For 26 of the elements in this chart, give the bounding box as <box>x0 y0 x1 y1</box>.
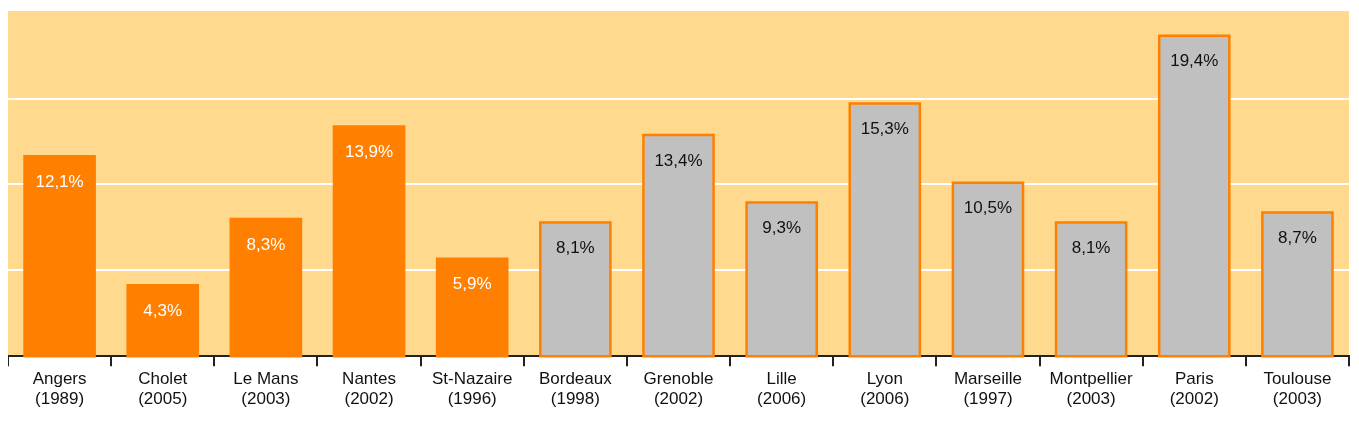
x-tick-label: Montpellier (2003) <box>1049 369 1134 409</box>
x-tick-label: Lyon (2006) <box>860 369 910 409</box>
x-tick-label: Toulouse (2003) <box>1263 369 1332 409</box>
x-tick-label: Lille (2006) <box>757 369 807 409</box>
x-tick-label: Grenoble (2002) <box>643 369 714 409</box>
data-label: 10,5% <box>963 198 1013 218</box>
data-label: 19,4% <box>1170 51 1219 71</box>
data-label: 9,3% <box>762 218 802 238</box>
data-label: 8,1% <box>1071 238 1111 258</box>
x-tick-label: Paris (2002) <box>1169 369 1219 409</box>
data-label: 15,3% <box>860 119 909 139</box>
data-label: 4,3% <box>143 300 183 320</box>
data-label: 13,4% <box>654 150 703 170</box>
data-label: 5,9% <box>452 274 492 294</box>
data-label: 13,9% <box>344 142 394 162</box>
data-label: 8,3% <box>246 234 286 254</box>
data-label: 12,1% <box>35 172 84 192</box>
data-label: 8,7% <box>1278 228 1317 248</box>
x-tick-label: Angers (1989) <box>32 369 87 409</box>
x-tick-label: Nantes (2002) <box>342 369 396 409</box>
x-tick-label: Marseille (1997) <box>953 369 1022 409</box>
x-tick-label: Cholet (2005) <box>138 369 188 409</box>
x-tick-label: Bordeaux (1998) <box>538 369 613 409</box>
data-label: 8,1% <box>555 238 595 258</box>
x-tick-label: Le Mans (2003) <box>233 369 299 409</box>
x-tick-label: St-Nazaire (1996) <box>432 369 513 409</box>
